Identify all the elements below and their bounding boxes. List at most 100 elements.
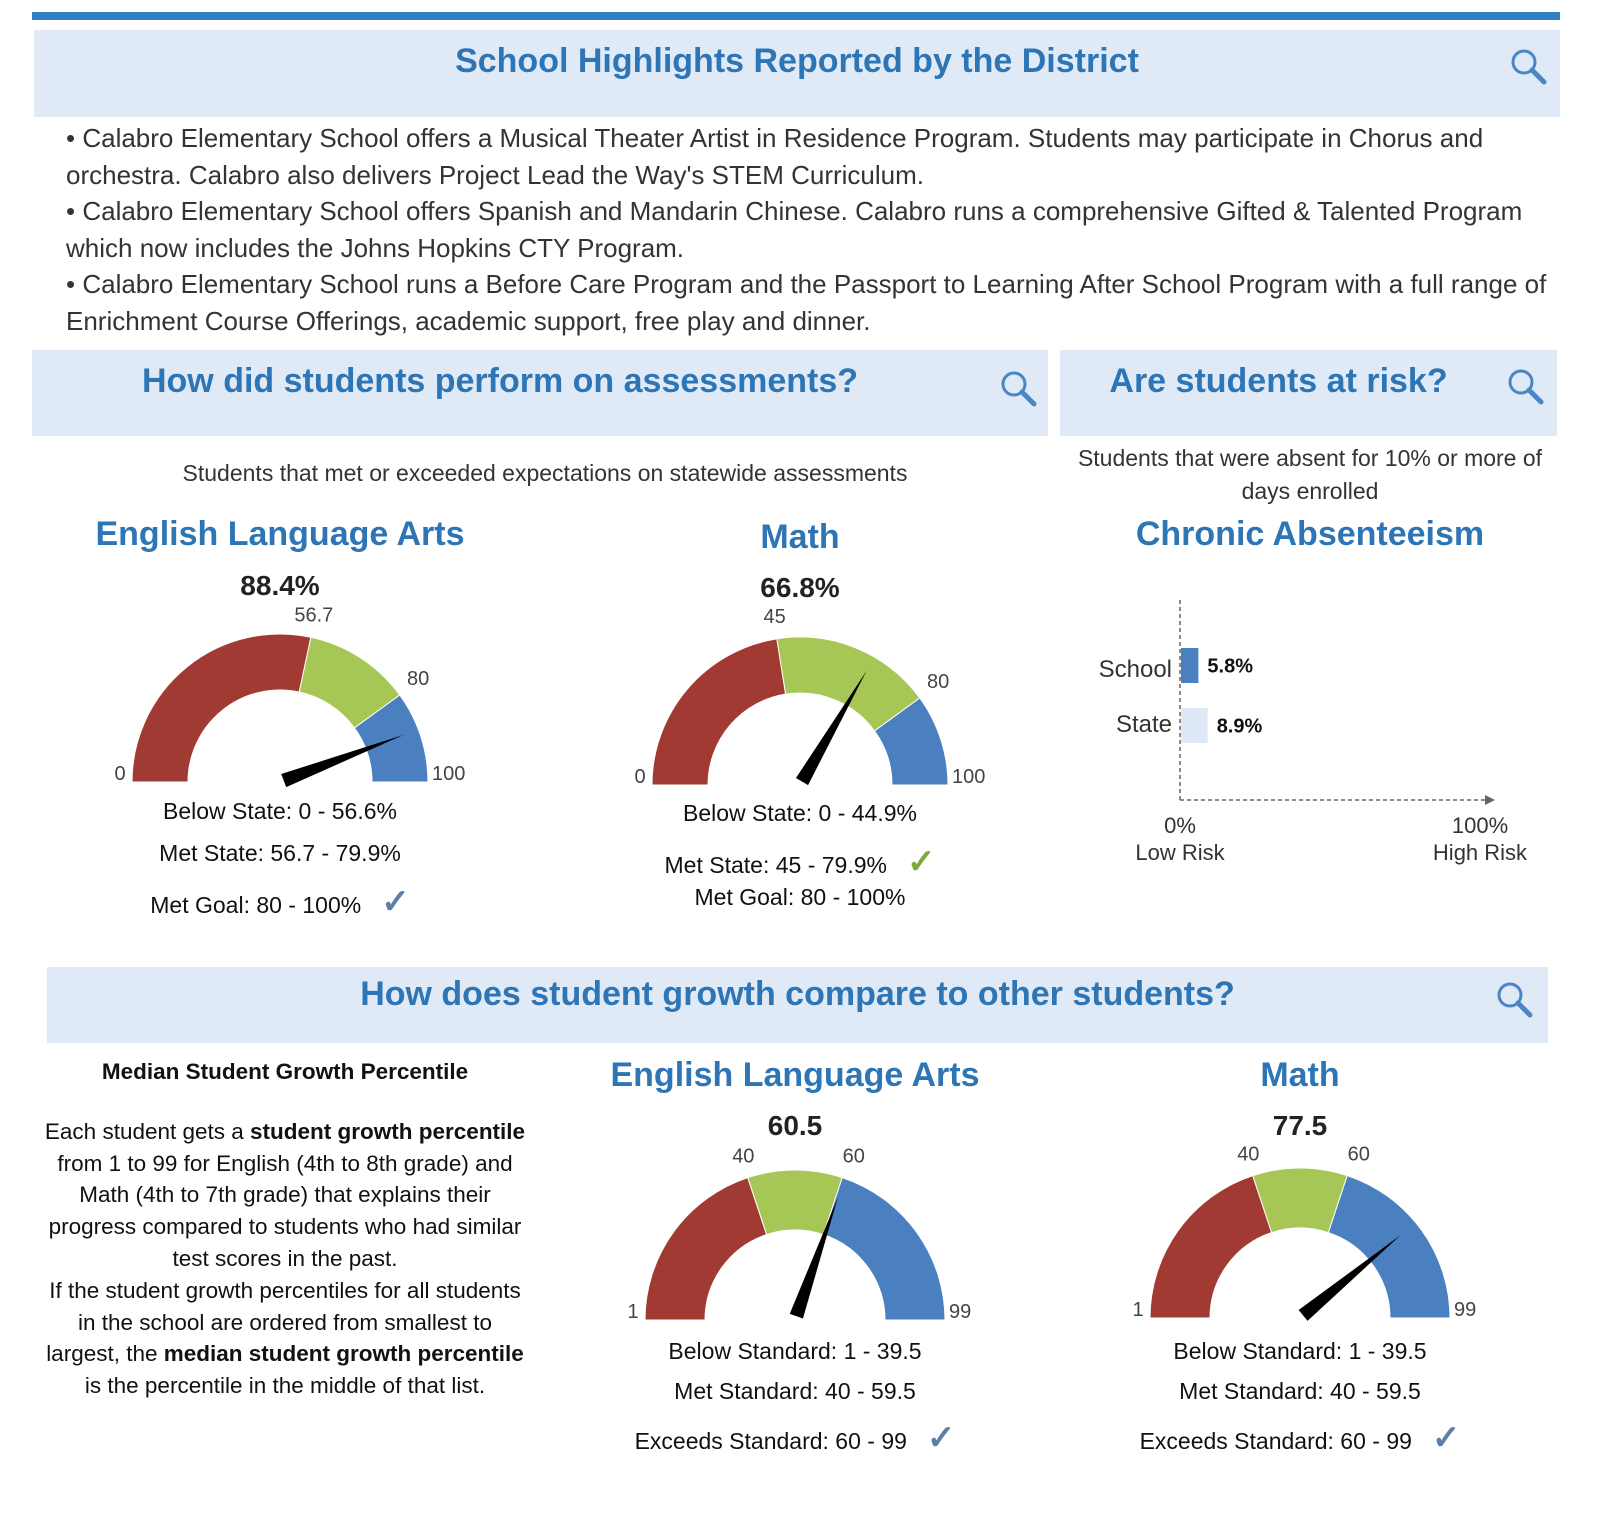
gauge-legend-item: Met Standard: 40 - 59.5 (1050, 1378, 1550, 1405)
axis-arrow-icon (1485, 795, 1495, 805)
checkmark-icon: ✓ (1431, 1419, 1461, 1457)
highlight-item: • Calabro Elementary School runs a Befor… (66, 269, 1547, 336)
gauge-segment-below (651, 638, 787, 786)
text: Each student gets a (44, 1118, 251, 1144)
absenteeism-chart: School State 5.8% 8.9% 0% Low Risk 100% … (1099, 600, 1528, 865)
gauge-tick-label: 0 (634, 766, 645, 788)
checkmark-icon: ✓ (926, 1419, 956, 1457)
magnifier-icon[interactable] (998, 368, 1038, 408)
text: If the student growth percentiles for al… (46, 1277, 521, 1367)
highlight-item: • Calabro Elementary School offers Spani… (66, 196, 1523, 263)
gauge-title: Math (760, 518, 840, 556)
text: from 1 to 99 for English (4th to 8th gra… (48, 1150, 522, 1271)
bold-term: student growth percentile (250, 1118, 526, 1144)
gauge-legend-item: Exceeds Standard: 60 - 99 ✓ (1050, 1418, 1550, 1458)
growth-header: How does student growth compare to other… (47, 967, 1548, 1043)
bar-state (1181, 708, 1208, 743)
growth-title: How does student growth compare to other… (360, 975, 1235, 1013)
growth-explanation: Median Student Growth Percentile Each st… (40, 1056, 530, 1402)
assessments-title: How did students perform on assessments? (141, 362, 859, 400)
gauge-value: 88.4% (240, 570, 320, 601)
magnifier-icon[interactable] (1508, 46, 1548, 86)
bar-value-label: 8.9% (1217, 716, 1263, 738)
gauge-legend-item: Met State: 56.7 - 79.9% (30, 840, 530, 867)
legend-text: Below Standard: 1 - 39.5 (1173, 1338, 1427, 1364)
legend-text: Met State: 45 - 79.9% (664, 852, 887, 878)
highlight-item: • Calabro Elementary School offers a Mus… (66, 123, 1484, 190)
gauge-segment-below (131, 633, 312, 783)
risk-subtitle: Students that were absent for 10% or mor… (1077, 445, 1543, 504)
gauge-tick-label: 60 (843, 1145, 865, 1167)
gauge-tick-label: 100 (432, 763, 465, 785)
growth-paragraph: Each student gets a student growth perce… (40, 1116, 530, 1275)
gauge-title: Math (1260, 1056, 1340, 1094)
checkmark-icon: ✓ (906, 843, 936, 881)
category-label: School (1099, 656, 1172, 683)
gauge-tick-label: 45 (764, 606, 786, 628)
gauge-value: 60.5 (767, 1110, 823, 1141)
gauge-legend-item: Met Goal: 80 - 100% (550, 884, 1050, 911)
gauge-dial: 1 40 60 99 (627, 1145, 971, 1323)
gauge-tick-label: 100 (952, 766, 985, 788)
bold-term: median student growth percentile (163, 1341, 524, 1367)
checkmark-icon: ✓ (381, 883, 410, 921)
top-rule (32, 12, 1560, 20)
legend-text: Met State: 56.7 - 79.9% (159, 840, 401, 866)
gauge-tick-label: 1 (627, 1301, 638, 1323)
legend-text: Below State: 0 - 56.6% (163, 798, 397, 824)
gauge-legend-item: Met Goal: 80 - 100% ✓ (30, 882, 530, 922)
gauge-segment-below (1149, 1175, 1273, 1319)
gauge-legend-item: Below Standard: 1 - 39.5 (545, 1338, 1045, 1365)
legend-text: Met Goal: 80 - 100% (694, 884, 906, 910)
legend-text: Met Goal: 80 - 100% (150, 892, 362, 918)
risk-title: Are students at risk? (1109, 362, 1448, 400)
legend-text: Exceeds Standard: 60 - 99 (634, 1428, 907, 1454)
gauge-tick-label: 1 (1132, 1299, 1143, 1321)
x-axis-label: High Risk (1433, 840, 1528, 865)
legend-text: Below State: 0 - 44.9% (683, 800, 917, 826)
bar-school (1181, 648, 1199, 683)
legend-text: Met Standard: 40 - 59.5 (674, 1378, 916, 1404)
gauge-needle (281, 734, 404, 788)
gauge-tick-label: 40 (1237, 1143, 1259, 1165)
growth-paragraph: If the student growth percentiles for al… (40, 1275, 530, 1402)
legend-text: Below Standard: 1 - 39.5 (668, 1338, 922, 1364)
gauge-dial: 0 45 80 100 (634, 606, 985, 788)
gauge-segment-goal (353, 694, 429, 783)
gauge-title: English Language Arts (610, 1056, 980, 1094)
gauge-segment-goal (873, 697, 949, 786)
gauge-needle (789, 1197, 838, 1319)
gauge-legend-item: Below State: 0 - 44.9% (550, 800, 1050, 827)
gauge-tick-label: 80 (407, 668, 429, 690)
legend-text: Exceeds Standard: 60 - 99 (1139, 1428, 1412, 1454)
gauge-tick-label: 99 (949, 1301, 971, 1323)
gauge-segment-goal (822, 1177, 946, 1321)
assessments-header: How did students perform on assessments? (32, 350, 1048, 436)
x-axis-label: Low Risk (1135, 840, 1225, 865)
gauge-legend-item: Exceeds Standard: 60 - 99 ✓ (545, 1418, 1045, 1458)
gauge-legend-item: Met State: 45 - 79.9% ✓ (550, 842, 1050, 882)
gauge-legend-item: Met Standard: 40 - 59.5 (545, 1378, 1045, 1405)
gauge-segment-below (644, 1177, 768, 1321)
gauge-title: English Language Arts (95, 515, 465, 553)
chronic-absenteeism-title: Chronic Absenteeism (1135, 515, 1485, 553)
gauge-needle (1298, 1235, 1401, 1321)
magnifier-icon[interactable] (1494, 979, 1534, 1019)
gauge-segment-goal (1327, 1175, 1451, 1319)
gauge-value: 77.5 (1272, 1110, 1328, 1141)
highlights-title: School Highlights Reported by the Distri… (455, 42, 1139, 80)
gauge-value: 66.8% (760, 572, 840, 603)
gauge-dial: 0 56.7 80 100 (114, 605, 465, 788)
gauge-tick-label: 99 (1454, 1299, 1476, 1321)
category-label: State (1116, 711, 1172, 738)
x-tick-label: 100% (1452, 813, 1508, 838)
risk-header: Are students at risk? (1060, 350, 1557, 436)
magnifier-icon[interactable] (1505, 366, 1545, 406)
legend-text: Met Standard: 40 - 59.5 (1179, 1378, 1421, 1404)
highlights-header: School Highlights Reported by the Distri… (34, 30, 1560, 117)
gauge-needle (795, 670, 867, 786)
text: is the percentile in the middle of that … (84, 1373, 486, 1399)
x-tick-label: 0% (1164, 813, 1196, 838)
gauge-tick-label: 40 (732, 1145, 754, 1167)
gauge-tick-label: 80 (927, 671, 949, 693)
